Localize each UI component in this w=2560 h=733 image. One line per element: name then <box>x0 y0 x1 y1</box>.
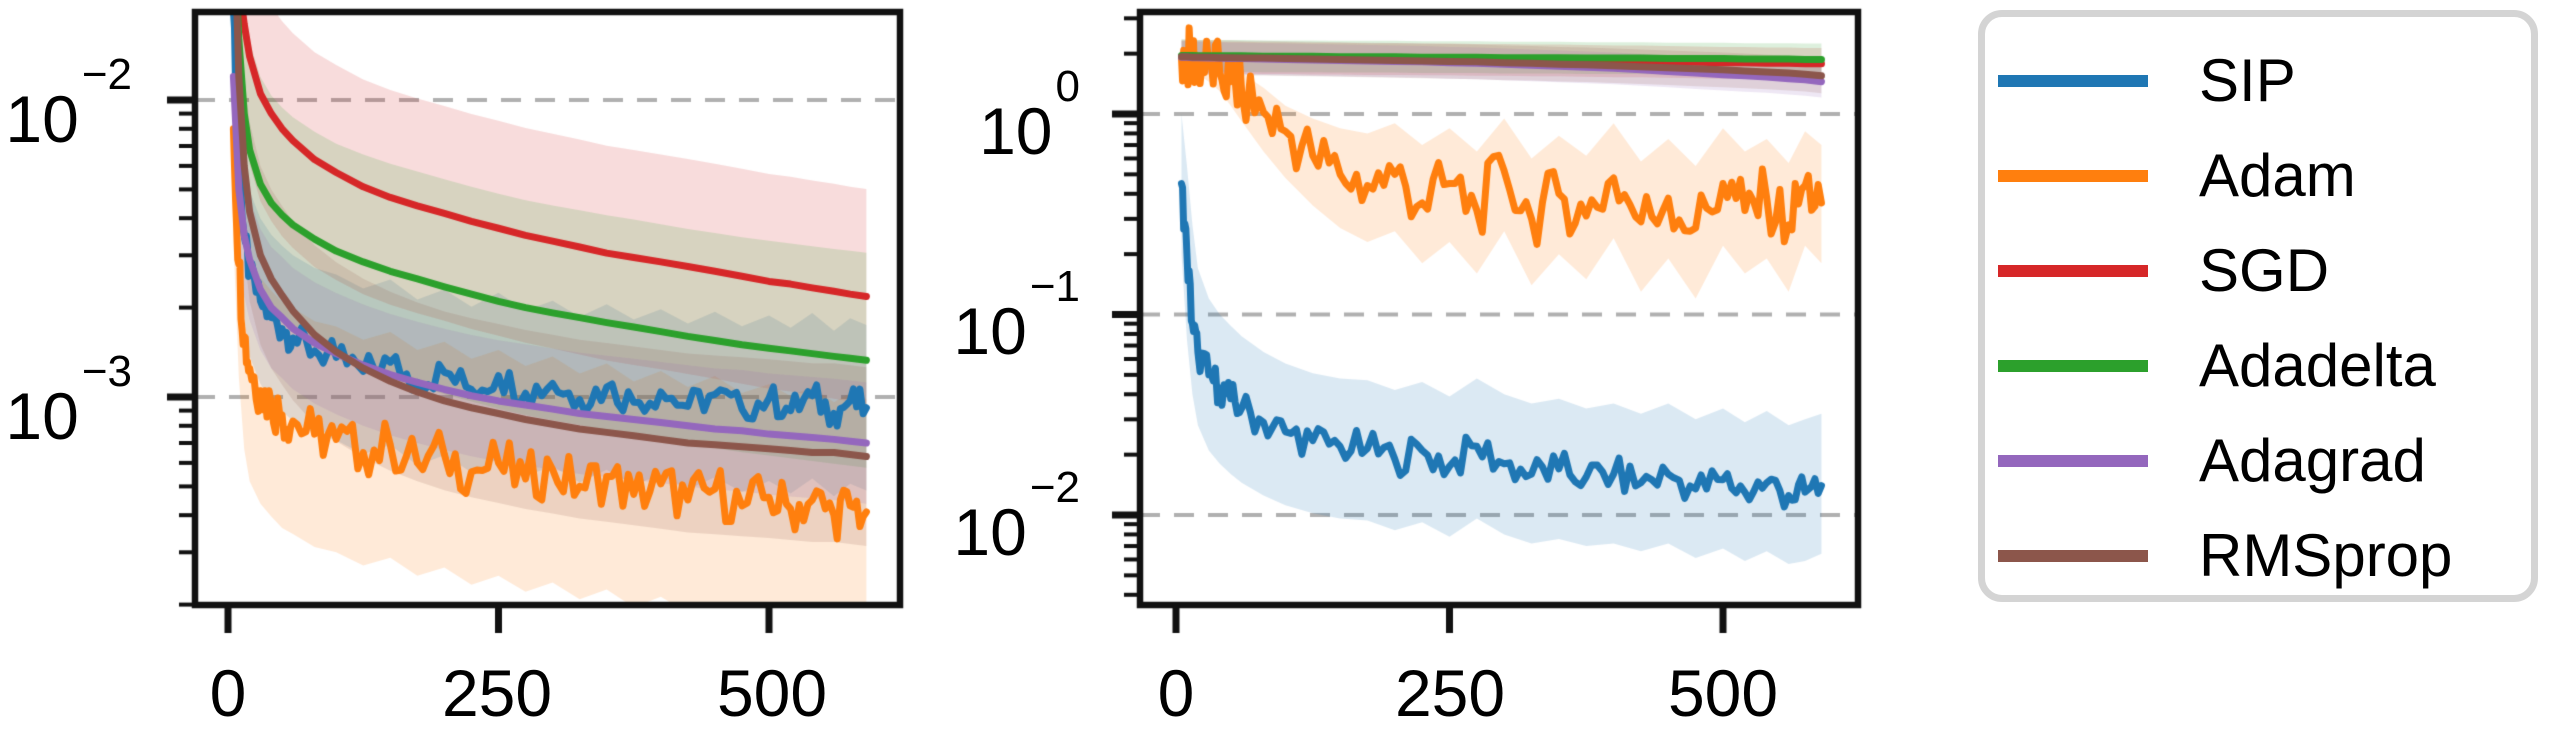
left-xtick-0: 0 <box>209 656 247 730</box>
right-xtick-500: 500 <box>1667 656 1779 730</box>
legend-item-sgd: SGD <box>1998 223 2531 318</box>
right-xtick-250: 250 <box>1394 656 1506 730</box>
legend-line-adadelta-icon <box>1998 359 2148 372</box>
legend-label-adadelta: Adadelta <box>2199 331 2436 399</box>
legend-item-sip: SIP <box>1998 33 2531 128</box>
left-ytick-1e-3: 10−3 <box>5 347 132 453</box>
legend-item-rmsprop: RMSprop <box>1998 508 2531 603</box>
legend-label-sip: SIP <box>2199 46 2296 114</box>
legend-item-adadelta: Adadelta <box>1998 318 2531 413</box>
right-ytick-1e-2: 10−2 <box>953 463 1080 569</box>
right-ytick-1e-1: 10−1 <box>953 262 1080 368</box>
legend: SIP Adam SGD Adadelta Adagrad RMSprop <box>1978 10 2538 602</box>
legend-item-adam: Adam <box>1998 128 2531 223</box>
legend-line-adagrad-icon <box>1998 454 2148 467</box>
left-ytick-1e-2: 10−2 <box>5 50 132 156</box>
legend-label-rmsprop: RMSprop <box>2199 521 2453 589</box>
legend-label-sgd: SGD <box>2199 236 2330 304</box>
left-xtick-250: 250 <box>441 656 553 730</box>
legend-line-sgd-icon <box>1998 264 2148 277</box>
left-xtick-500: 500 <box>716 656 828 730</box>
legend-line-sip-icon <box>1998 74 2148 87</box>
right-xtick-0: 0 <box>1157 656 1195 730</box>
legend-line-adam-icon <box>1998 169 2148 182</box>
legend-item-adagrad: Adagrad <box>1998 413 2531 508</box>
right-ytick-1e0: 100 <box>979 62 1080 168</box>
legend-label-adagrad: Adagrad <box>2199 426 2426 494</box>
legend-label-adam: Adam <box>2199 141 2356 209</box>
legend-line-rmsprop-icon <box>1998 549 2148 562</box>
